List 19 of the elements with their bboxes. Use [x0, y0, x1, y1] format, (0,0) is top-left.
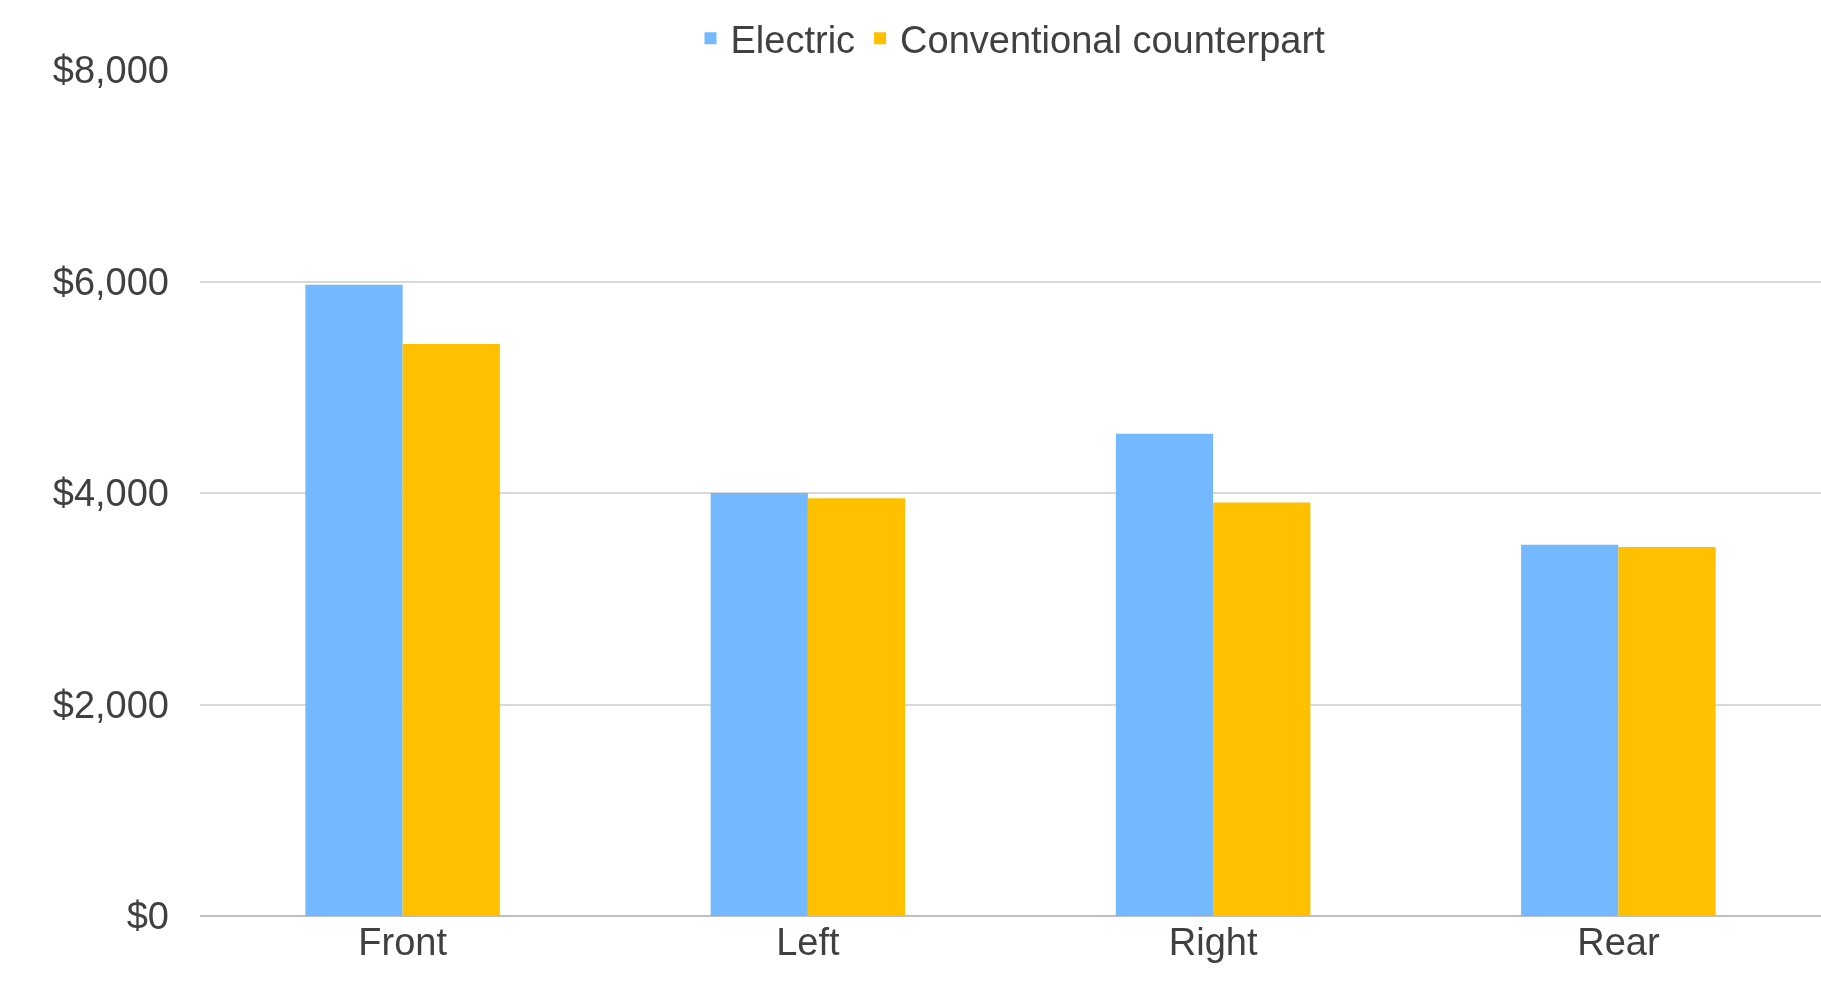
y-tick-label: $0	[126, 895, 169, 938]
y-tick-label: $6,000	[52, 260, 169, 303]
bar	[1115, 433, 1214, 916]
x-tick-label: Rear	[1577, 921, 1660, 963]
bar	[1521, 544, 1619, 916]
bar	[710, 493, 808, 916]
bar	[402, 343, 500, 916]
bar	[1213, 502, 1311, 916]
x-tick-label: Left	[776, 921, 841, 963]
legend-label: Conventional counterpart	[900, 19, 1326, 62]
legend-label: Electric	[730, 19, 856, 62]
x-tick-label: Front	[358, 921, 448, 963]
bar	[1618, 546, 1716, 916]
y-tick-label: $4,000	[52, 472, 169, 515]
bar	[807, 498, 906, 916]
y-tick-label: $8,000	[52, 49, 169, 92]
y-tick-label: $2,000	[52, 683, 169, 726]
x-tick-label: Right	[1168, 921, 1258, 963]
bar	[305, 284, 403, 916]
